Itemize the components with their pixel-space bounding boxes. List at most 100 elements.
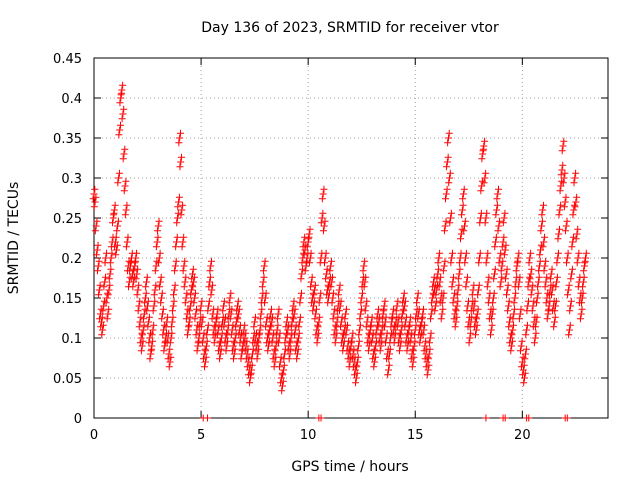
data-point-jitter xyxy=(472,313,480,321)
data-point-jitter xyxy=(441,257,449,265)
data-point-jitter xyxy=(122,177,130,185)
data-point xyxy=(522,350,530,358)
data-point-jitter xyxy=(152,281,160,289)
data-point xyxy=(290,310,298,318)
data-point xyxy=(120,150,128,158)
data-point-jitter xyxy=(329,273,337,281)
data-point-jitter xyxy=(561,227,569,235)
data-point-jitter xyxy=(103,315,111,323)
data-point-jitter xyxy=(273,315,281,323)
data-point xyxy=(106,270,114,278)
data-point xyxy=(571,174,579,182)
data-point xyxy=(554,254,562,262)
data-point xyxy=(435,254,443,262)
data-point-jitter xyxy=(571,201,579,209)
data-point-jitter xyxy=(146,355,154,363)
data-point-jitter xyxy=(398,315,406,323)
data-point xyxy=(260,262,268,270)
data-point-jitter xyxy=(208,257,216,265)
data-point-jitter xyxy=(410,353,418,361)
data-point-jitter xyxy=(255,331,263,339)
data-point-jitter xyxy=(559,161,567,169)
data-point xyxy=(473,310,481,318)
data-point xyxy=(92,222,100,230)
data-point xyxy=(284,326,292,334)
data-point-jitter xyxy=(112,251,120,259)
data-point xyxy=(179,238,187,246)
data-point-jitter xyxy=(550,323,558,331)
data-point xyxy=(204,326,212,334)
data-point-jitter xyxy=(404,331,412,339)
data-point-jitter xyxy=(151,297,159,305)
data-point-jitter xyxy=(185,323,193,331)
data-point-jitter xyxy=(420,305,428,313)
data-point xyxy=(440,262,448,270)
data-point-jitter xyxy=(289,313,297,321)
data-point xyxy=(287,334,295,342)
data-point-jitter xyxy=(269,313,277,321)
data-point-jitter xyxy=(261,299,269,307)
data-point-jitter xyxy=(90,203,98,211)
data-point xyxy=(384,366,392,374)
data-point-jitter xyxy=(326,267,334,275)
data-point xyxy=(327,262,335,270)
data-point-jitter xyxy=(516,347,524,355)
data-point-jitter xyxy=(520,361,528,369)
data-point xyxy=(261,294,269,302)
data-point-jitter xyxy=(578,305,586,313)
data-point-jitter xyxy=(310,291,318,299)
data-point-jitter xyxy=(276,329,284,337)
data-point-jitter xyxy=(315,299,323,307)
data-point-jitter xyxy=(368,313,376,321)
data-point-jitter xyxy=(497,267,505,275)
data-point xyxy=(481,174,489,182)
data-point-jitter xyxy=(296,313,304,321)
data-point xyxy=(429,278,437,286)
data-point xyxy=(338,334,346,342)
data-point-jitter xyxy=(287,323,295,331)
data-point-jitter xyxy=(524,283,532,291)
data-point xyxy=(145,318,153,326)
data-point-jitter xyxy=(440,289,448,297)
data-point xyxy=(306,254,314,262)
data-point xyxy=(177,158,185,166)
data-point-jitter xyxy=(474,291,482,299)
y-tick-label: 0.4 xyxy=(61,92,82,107)
data-point-jitter xyxy=(98,331,106,339)
data-point-jitter xyxy=(425,361,433,369)
data-point-jitter xyxy=(368,339,376,347)
data-point xyxy=(377,342,385,350)
data-point xyxy=(254,350,262,358)
data-point xyxy=(526,254,534,262)
data-point xyxy=(321,254,329,262)
data-point-jitter xyxy=(476,249,484,257)
data-point-jitter xyxy=(462,283,470,291)
data-point xyxy=(353,358,361,366)
data-point xyxy=(235,310,243,318)
data-point-jitter xyxy=(400,307,408,315)
data-point xyxy=(189,270,197,278)
data-point-jitter xyxy=(280,361,288,369)
data-point xyxy=(186,302,194,310)
data-point-jitter xyxy=(213,331,221,339)
data-point-jitter xyxy=(513,259,521,267)
data-point-jitter xyxy=(381,297,389,305)
data-point xyxy=(291,326,299,334)
data-point-jitter xyxy=(511,305,519,313)
data-point-jitter xyxy=(272,331,280,339)
data-point xyxy=(314,334,322,342)
data-point xyxy=(565,326,573,334)
data-point-jitter xyxy=(485,273,493,281)
data-point-jitter xyxy=(566,307,574,315)
data-point xyxy=(138,342,146,350)
data-point xyxy=(297,294,305,302)
data-point xyxy=(94,262,102,270)
data-point xyxy=(396,342,404,350)
data-point-jitter xyxy=(167,323,175,331)
data-point-jitter xyxy=(354,347,362,355)
data-point-jitter xyxy=(509,315,517,323)
data-point-jitter xyxy=(94,241,102,249)
data-point-jitter xyxy=(149,337,157,345)
data-point xyxy=(459,190,467,198)
